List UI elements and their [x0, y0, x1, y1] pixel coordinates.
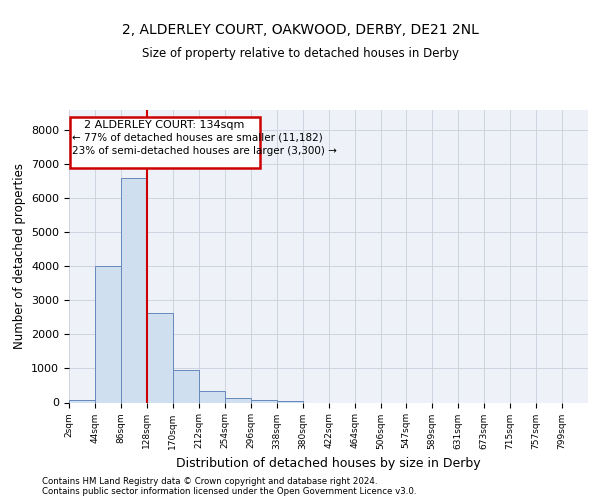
Bar	[69, 400, 95, 402]
Bar	[199, 392, 225, 402]
Text: Size of property relative to detached houses in Derby: Size of property relative to detached ho…	[142, 48, 458, 60]
Text: ← 77% of detached houses are smaller (11,182): ← 77% of detached houses are smaller (11…	[72, 132, 323, 142]
Bar	[147, 314, 173, 402]
X-axis label: Distribution of detached houses by size in Derby: Distribution of detached houses by size …	[176, 457, 481, 470]
Bar	[225, 398, 251, 402]
Text: Contains public sector information licensed under the Open Government Licence v3: Contains public sector information licen…	[42, 486, 416, 496]
Text: 2 ALDERLEY COURT: 134sqm: 2 ALDERLEY COURT: 134sqm	[85, 120, 245, 130]
Text: 2, ALDERLEY COURT, OAKWOOD, DERBY, DE21 2NL: 2, ALDERLEY COURT, OAKWOOD, DERBY, DE21 …	[122, 22, 478, 36]
Text: 23% of semi-detached houses are larger (3,300) →: 23% of semi-detached houses are larger (…	[72, 146, 337, 156]
Bar	[121, 178, 147, 402]
Bar	[251, 400, 277, 402]
Bar	[173, 370, 199, 402]
FancyBboxPatch shape	[70, 117, 260, 168]
Bar	[277, 401, 302, 402]
Text: Contains HM Land Registry data © Crown copyright and database right 2024.: Contains HM Land Registry data © Crown c…	[42, 476, 377, 486]
Bar	[95, 266, 121, 402]
Y-axis label: Number of detached properties: Number of detached properties	[13, 163, 26, 349]
